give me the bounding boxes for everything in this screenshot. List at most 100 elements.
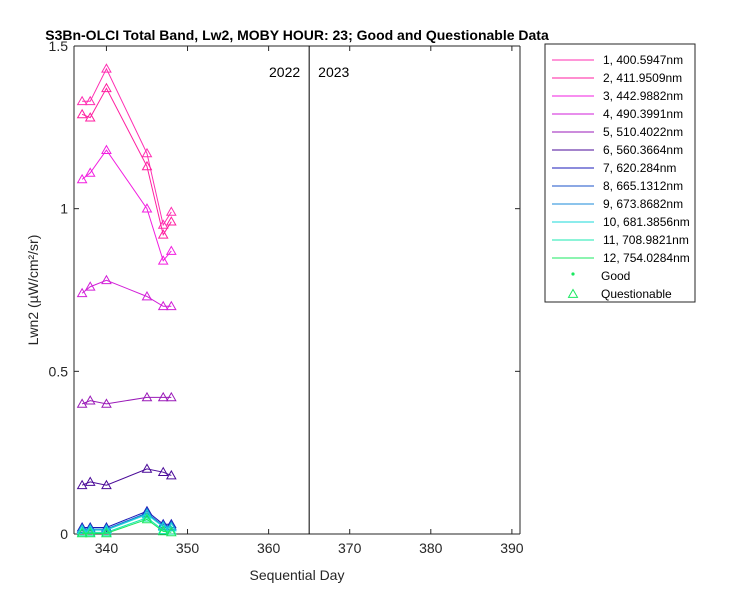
- legend-good-marker: [571, 272, 575, 276]
- series-line: [81, 279, 172, 307]
- data-point-questionable: [157, 255, 169, 265]
- year-label-right: 2023: [318, 64, 349, 80]
- plot-area: [74, 46, 520, 534]
- data-point-questionable: [101, 274, 112, 285]
- data-point-questionable: [101, 479, 112, 490]
- data-point-questionable: [101, 527, 112, 538]
- data-point-questionable: [165, 216, 177, 226]
- series-line: [81, 468, 172, 486]
- data-point-questionable: [165, 245, 177, 255]
- year-divider: 2022 2023: [269, 46, 350, 534]
- data-point-questionable: [101, 82, 112, 93]
- legend: 1, 400.5947nm 2, 411.9509nm 3, 442.9882nm 4…: [544, 43, 696, 303]
- data-point-questionable: [157, 300, 169, 311]
- legend-marker-label: Questionable: [601, 287, 672, 301]
- legend-label: 8, 665.1312nm: [603, 179, 683, 193]
- data-point-questionable: [76, 287, 88, 298]
- y-axis-title: Lwn2 (µW/cm²/sr): [25, 235, 41, 346]
- legend-label: 6, 560.3664nm: [603, 143, 683, 157]
- series-3: [76, 144, 177, 265]
- legend-label: 7, 620.284nm: [603, 161, 676, 175]
- series-5: [76, 391, 177, 408]
- data-point-questionable: [141, 513, 153, 524]
- data-point-questionable: [84, 281, 96, 291]
- x-tick-label: 390: [500, 540, 524, 556]
- legend-label: 10, 681.3856nm: [603, 215, 690, 229]
- y-ticks: 0 0.5 1 1.5: [49, 38, 520, 542]
- x-tick-label: 350: [176, 540, 200, 556]
- data-point-questionable: [157, 229, 169, 239]
- series-layer: [76, 63, 177, 538]
- data-point-questionable: [165, 391, 177, 402]
- data-point-questionable: [84, 476, 96, 486]
- legend-label: 9, 673.8682nm: [603, 197, 683, 211]
- legend-label: 12, 754.0284nm: [603, 251, 690, 265]
- data-point-questionable: [101, 144, 112, 154]
- plot-background: [74, 46, 520, 534]
- data-point-questionable: [165, 300, 177, 311]
- data-point-questionable: [141, 391, 153, 402]
- legend-label: 2, 411.9509nm: [603, 71, 682, 85]
- legend-marker-label: Good: [601, 269, 630, 283]
- data-point-questionable: [141, 203, 153, 213]
- x-tick-label: 340: [95, 540, 119, 556]
- legend-questionable-marker: [567, 288, 579, 298]
- data-point-questionable: [84, 167, 96, 177]
- data-point-questionable: [76, 173, 88, 184]
- series-6: [76, 463, 177, 490]
- x-ticks: 340 350 360 370 380 390: [95, 46, 524, 556]
- data-point-questionable: [101, 398, 112, 408]
- y-tick-label: 1: [60, 201, 68, 217]
- data-point-questionable: [84, 112, 96, 122]
- series-line: [82, 518, 172, 534]
- data-point-questionable: [141, 290, 153, 301]
- year-label-left: 2022: [269, 64, 300, 80]
- data-point-questionable: [101, 63, 112, 73]
- data-point-questionable: [157, 391, 169, 402]
- data-point-questionable: [101, 521, 112, 532]
- legend-label: 4, 490.3991nm: [603, 107, 683, 121]
- series-line: [82, 512, 172, 530]
- data-point-questionable: [84, 521, 96, 532]
- legend-label: 1, 400.5947nm: [603, 53, 683, 67]
- data-point-questionable: [165, 526, 177, 537]
- chart-title: S3Bn-OLCI Total Band, Lw2, MOBY HOUR: 23…: [45, 27, 549, 43]
- y-tick-label: 0.5: [49, 363, 69, 379]
- series-4: [76, 274, 177, 311]
- legend-items: 1, 400.5947nm 2, 411.9509nm 3, 442.9882nm 4…: [552, 53, 690, 301]
- series-12: [76, 513, 177, 538]
- data-point-questionable: [141, 512, 153, 522]
- x-axis-title: Sequential Day: [250, 567, 345, 583]
- data-point-questionable: [84, 527, 96, 538]
- data-point-questionable: [165, 525, 177, 535]
- data-point-questionable: [165, 469, 177, 480]
- data-point-questionable: [76, 398, 88, 408]
- data-point-questionable: [76, 479, 88, 490]
- data-point-questionable: [84, 95, 96, 106]
- data-point-questionable: [141, 160, 153, 171]
- series-2: [76, 82, 177, 239]
- data-point-questionable: [157, 466, 169, 477]
- data-point-questionable: [165, 206, 177, 216]
- legend-label: 5, 510.4022nm: [603, 125, 683, 139]
- data-point-questionable: [157, 525, 169, 536]
- data-point-questionable: [76, 108, 88, 119]
- y-tick-label: 0: [60, 526, 68, 542]
- axis-frame: [73, 45, 521, 535]
- legend-box: [544, 43, 696, 303]
- data-point-questionable: [165, 521, 177, 532]
- y-tick-label: 1.5: [49, 38, 69, 54]
- data-point-questionable: [141, 463, 153, 473]
- data-point-questionable: [76, 527, 88, 538]
- legend-label: 3, 442.9882nm: [603, 89, 683, 103]
- x-tick-label: 370: [338, 540, 362, 556]
- series-line: [81, 396, 172, 405]
- data-point-questionable: [76, 521, 88, 532]
- x-tick-label: 380: [419, 540, 443, 556]
- x-tick-label: 360: [257, 540, 281, 556]
- legend-label: 11, 708.9821nm: [603, 233, 689, 247]
- data-point-questionable: [141, 147, 153, 158]
- data-point-questionable: [76, 95, 88, 106]
- data-point-questionable: [84, 395, 96, 405]
